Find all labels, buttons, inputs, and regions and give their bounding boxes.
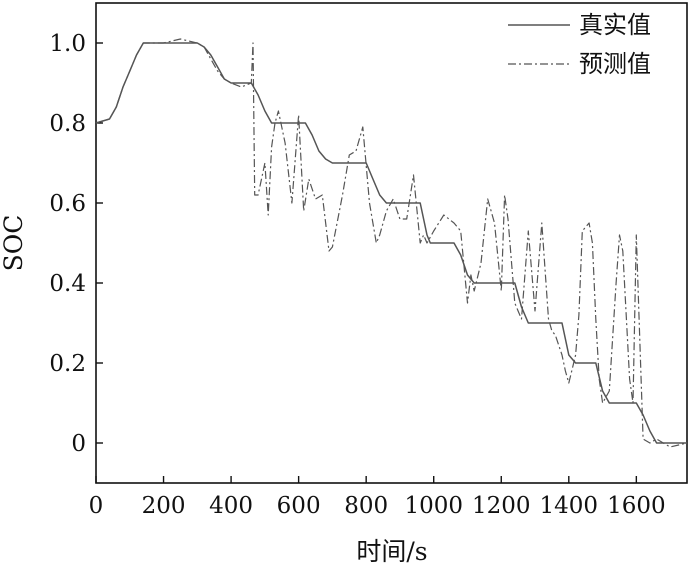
x-tick-label: 1200 (472, 493, 531, 519)
legend-label-pred: 预测值 (579, 50, 651, 78)
y-axis-title: SOC (0, 215, 28, 272)
plot-frame (95, 2, 688, 484)
x-tick-label: 1000 (404, 493, 463, 519)
legend-label-true: 真实值 (579, 11, 651, 39)
x-tick-label: 200 (142, 493, 186, 519)
y-tick-label: 0.4 (49, 271, 86, 297)
y-tick-label: 0.8 (49, 111, 86, 137)
y-tick-label: 0 (71, 431, 86, 457)
axis-tick-labels: 0 200 400 600 800 1000 1200 1400 1600 0 0.2 0.4 0.6 0… (49, 31, 665, 519)
x-tick-label: 600 (277, 493, 321, 519)
y-tick-label: 1.0 (49, 31, 86, 57)
x-tick-label: 1400 (540, 493, 599, 519)
x-tick-label: 800 (344, 493, 388, 519)
y-tick-label: 0.6 (49, 191, 86, 217)
series-line-true (95, 42, 687, 444)
axis-ticks (95, 42, 638, 483)
x-tick-label: 1600 (607, 493, 666, 519)
x-axis-title: 时间/s (356, 537, 427, 566)
x-tick-label: 400 (209, 493, 253, 519)
series-layer (95, 38, 688, 448)
x-tick-label: 0 (89, 493, 104, 519)
y-tick-label: 0.2 (49, 351, 86, 377)
legend: 真实值 预测值 (508, 11, 651, 78)
series-line-pred (95, 38, 688, 448)
